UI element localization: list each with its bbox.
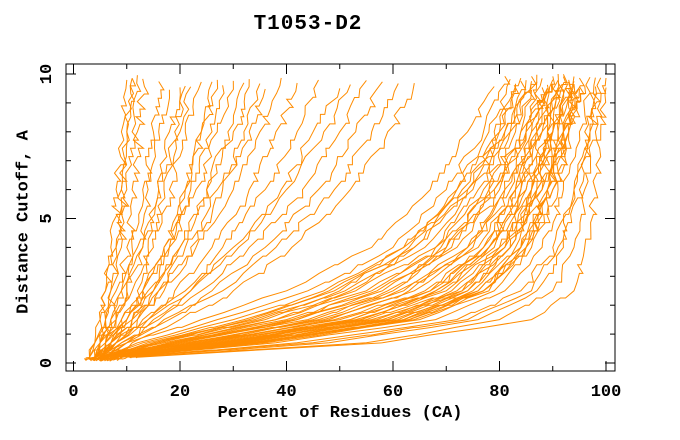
model-curve [104, 80, 367, 360]
model-curve [95, 79, 319, 361]
model-curve [113, 85, 587, 361]
model-curve [85, 79, 128, 360]
x-tick-label: 20 [170, 383, 190, 402]
model-curve [109, 83, 415, 360]
model-curve [95, 79, 219, 360]
y-tick-label: 10 [38, 64, 57, 84]
model-curve [106, 83, 576, 362]
chart-title: T1053-D2 [253, 13, 363, 36]
model-curve [91, 85, 186, 361]
y-axis-title: Distance Cutoff, A [14, 130, 34, 314]
model-curve [91, 78, 511, 360]
model-curves [83, 73, 607, 362]
model-curve [122, 77, 602, 360]
y-tick-label: 5 [38, 213, 57, 223]
model-curve [96, 77, 282, 360]
model-curve [93, 78, 150, 361]
model-curve [110, 76, 575, 361]
x-axis-title: Percent of Residues (CA) [217, 404, 463, 423]
plot-frame [65, 63, 616, 372]
model-curve [98, 89, 565, 359]
model-curve [96, 84, 351, 361]
model-curve [99, 87, 559, 361]
model-curve [112, 74, 568, 360]
tick-labels: 0 20 40 60 80 100 0 5 10 [38, 64, 621, 402]
model-curve [94, 81, 383, 360]
model-curve [91, 82, 298, 361]
model-curve [97, 89, 532, 360]
model-curve [98, 83, 516, 361]
x-tick-label: 40 [276, 383, 296, 402]
model-curve [89, 86, 495, 361]
model-curve [85, 89, 171, 359]
model-curve [85, 77, 137, 361]
model-curve [112, 76, 591, 359]
model-curve [93, 85, 516, 361]
model-curve [100, 88, 341, 360]
model-curve [95, 78, 522, 362]
x-tick-label: 100 [591, 383, 622, 402]
model-curve [135, 87, 607, 359]
model-curve [129, 77, 607, 359]
axis-ticks [66, 64, 615, 371]
model-curve [99, 83, 399, 362]
x-tick-label: 80 [489, 383, 509, 402]
model-curve [107, 87, 548, 360]
model-curve [98, 81, 532, 359]
model-curve [101, 83, 554, 361]
model-curve [110, 86, 602, 361]
model-curve [83, 75, 142, 361]
y-tick-label: 0 [38, 358, 57, 368]
model-curve [91, 88, 266, 361]
x-tick-label: 0 [68, 383, 78, 402]
model-curve [96, 75, 511, 361]
model-curve [104, 78, 543, 362]
x-tick-label: 60 [383, 383, 403, 402]
model-curve [117, 77, 597, 361]
model-curve [101, 76, 538, 360]
model-curve [106, 84, 550, 361]
model-curve [109, 88, 580, 362]
model-curve [89, 80, 234, 362]
